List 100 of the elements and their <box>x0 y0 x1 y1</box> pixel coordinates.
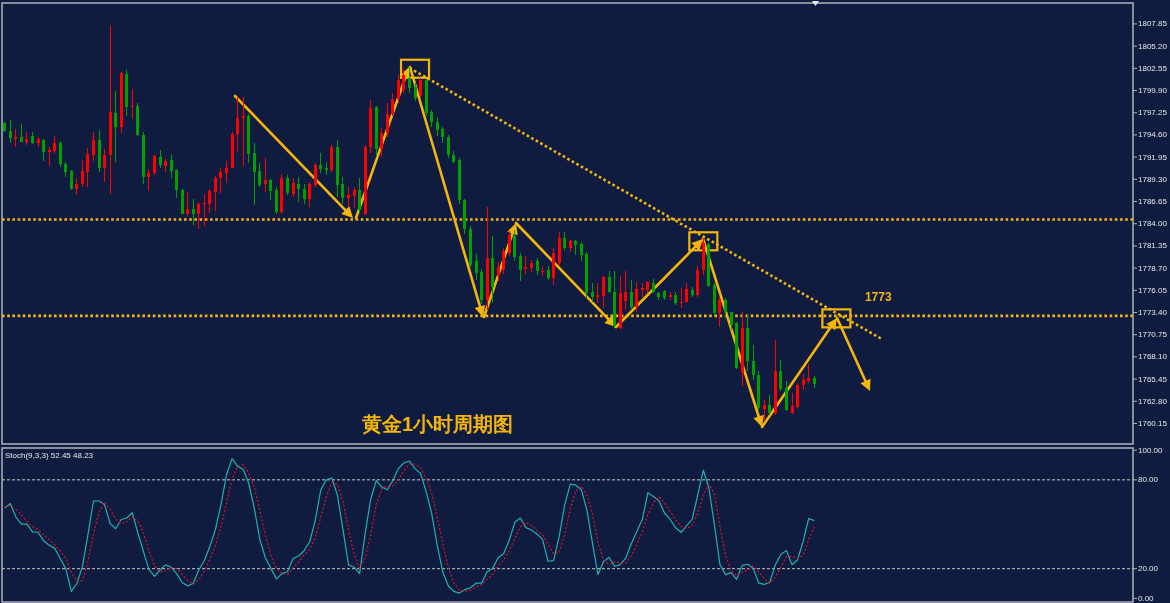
candlestick <box>153 154 156 176</box>
candlestick <box>624 270 627 311</box>
candlestick <box>9 119 12 144</box>
y-tick-label: 1805.20 <box>1138 41 1168 51</box>
candlestick <box>502 247 505 275</box>
candlestick <box>635 281 638 313</box>
candlestick <box>59 140 62 168</box>
candlestick <box>181 188 184 215</box>
candlestick <box>397 74 400 104</box>
y-tick-label: 1765.45 <box>1138 374 1168 384</box>
candlestick <box>186 191 189 217</box>
y-tick-label: 100.00 <box>1138 445 1164 455</box>
candlestick <box>297 176 300 203</box>
candlestick <box>807 363 810 384</box>
candlestick <box>541 265 544 277</box>
candlestick <box>380 127 383 158</box>
candlestick <box>402 68 405 94</box>
candlestick <box>308 181 311 208</box>
y-tick-label: 1776.05 <box>1138 285 1168 295</box>
y-tick-label: 1797.25 <box>1138 108 1168 118</box>
y-tick-label: 80.00 <box>1138 475 1159 485</box>
candlestick <box>358 177 361 214</box>
candlestick <box>591 282 594 303</box>
y-tick-label: 1778.70 <box>1138 263 1168 273</box>
candlestick <box>197 201 200 230</box>
candlestick <box>414 82 417 102</box>
candlestick <box>513 229 516 262</box>
candlestick <box>386 102 389 138</box>
text: 黄金1小时周期图 <box>361 413 514 435</box>
candlestick <box>192 198 195 226</box>
candlestick <box>602 275 605 309</box>
y-tick-label: 1762.80 <box>1138 396 1168 406</box>
candlestick <box>353 186 356 209</box>
candlestick <box>314 162 317 188</box>
y-tick-label: 1770.75 <box>1138 330 1168 340</box>
candlestick <box>147 168 150 192</box>
y-tick-label: 1781.35 <box>1138 241 1168 251</box>
y-tick-label: 20.00 <box>1138 564 1159 574</box>
y-tick-label: 1786.65 <box>1138 197 1168 207</box>
y-tick-label: 1807.85 <box>1138 19 1168 29</box>
candlestick <box>219 167 222 194</box>
candlestick <box>763 399 766 421</box>
candlestick <box>86 147 89 188</box>
candlestick <box>497 261 500 282</box>
chart-title: Stoch(9,3,3) 52.45 48.23 <box>5 450 94 460</box>
candlestick <box>170 153 173 179</box>
candlestick <box>258 162 261 188</box>
candlestick <box>391 92 394 117</box>
candlestick <box>264 157 267 193</box>
y-tick-label: 1760.15 <box>1138 418 1168 428</box>
y-tick-label: 1794.60 <box>1138 130 1168 140</box>
candlestick <box>580 241 583 262</box>
candlestick <box>508 230 511 257</box>
candlestick <box>175 168 178 199</box>
candlestick <box>419 77 422 99</box>
y-tick-label: 1773.40 <box>1138 308 1168 317</box>
candlestick <box>81 159 84 188</box>
candlestick <box>596 282 599 304</box>
y-tick-label: 1784.00 <box>1138 219 1168 229</box>
candlestick <box>236 96 239 153</box>
candlestick <box>685 282 688 304</box>
candlestick <box>42 138 45 162</box>
candlestick <box>319 152 322 174</box>
candlestick <box>408 66 411 94</box>
candlestick <box>303 183 306 205</box>
candlestick <box>286 174 289 196</box>
candlestick <box>791 392 794 415</box>
candlestick <box>330 144 333 173</box>
candlestick <box>114 90 117 163</box>
candlestick <box>752 344 755 380</box>
candlestick <box>768 394 771 416</box>
candlestick <box>718 296 721 328</box>
candlestick <box>475 253 478 281</box>
candlestick <box>103 148 106 183</box>
candlestick <box>724 297 727 319</box>
y-tick-label: 1799.90 <box>1138 86 1168 96</box>
ref-line-label: 1773 <box>864 289 892 304</box>
y-tick-label: 1802.55 <box>1138 63 1168 73</box>
candlestick <box>447 134 450 159</box>
y-tick-label: 1791.95 <box>1138 152 1168 162</box>
candlestick <box>519 252 522 282</box>
candlestick <box>48 146 51 167</box>
candlestick <box>630 279 633 311</box>
candlestick <box>341 176 344 205</box>
candlestick <box>208 188 211 214</box>
candlestick <box>347 186 350 208</box>
candlestick <box>796 382 799 409</box>
candlestick <box>779 359 782 392</box>
candlestick <box>641 282 644 298</box>
candlestick <box>92 131 95 162</box>
candlestick <box>785 380 788 412</box>
candlestick <box>608 270 611 294</box>
candlestick <box>253 142 256 206</box>
y-tick-label: 1789.30 <box>1138 174 1168 184</box>
candlestick <box>436 116 439 137</box>
candlestick <box>225 160 228 184</box>
candlestick <box>214 175 217 212</box>
y-tick-label: 0.00 <box>1138 593 1155 603</box>
candlestick <box>269 178 272 201</box>
candlestick <box>524 255 527 275</box>
